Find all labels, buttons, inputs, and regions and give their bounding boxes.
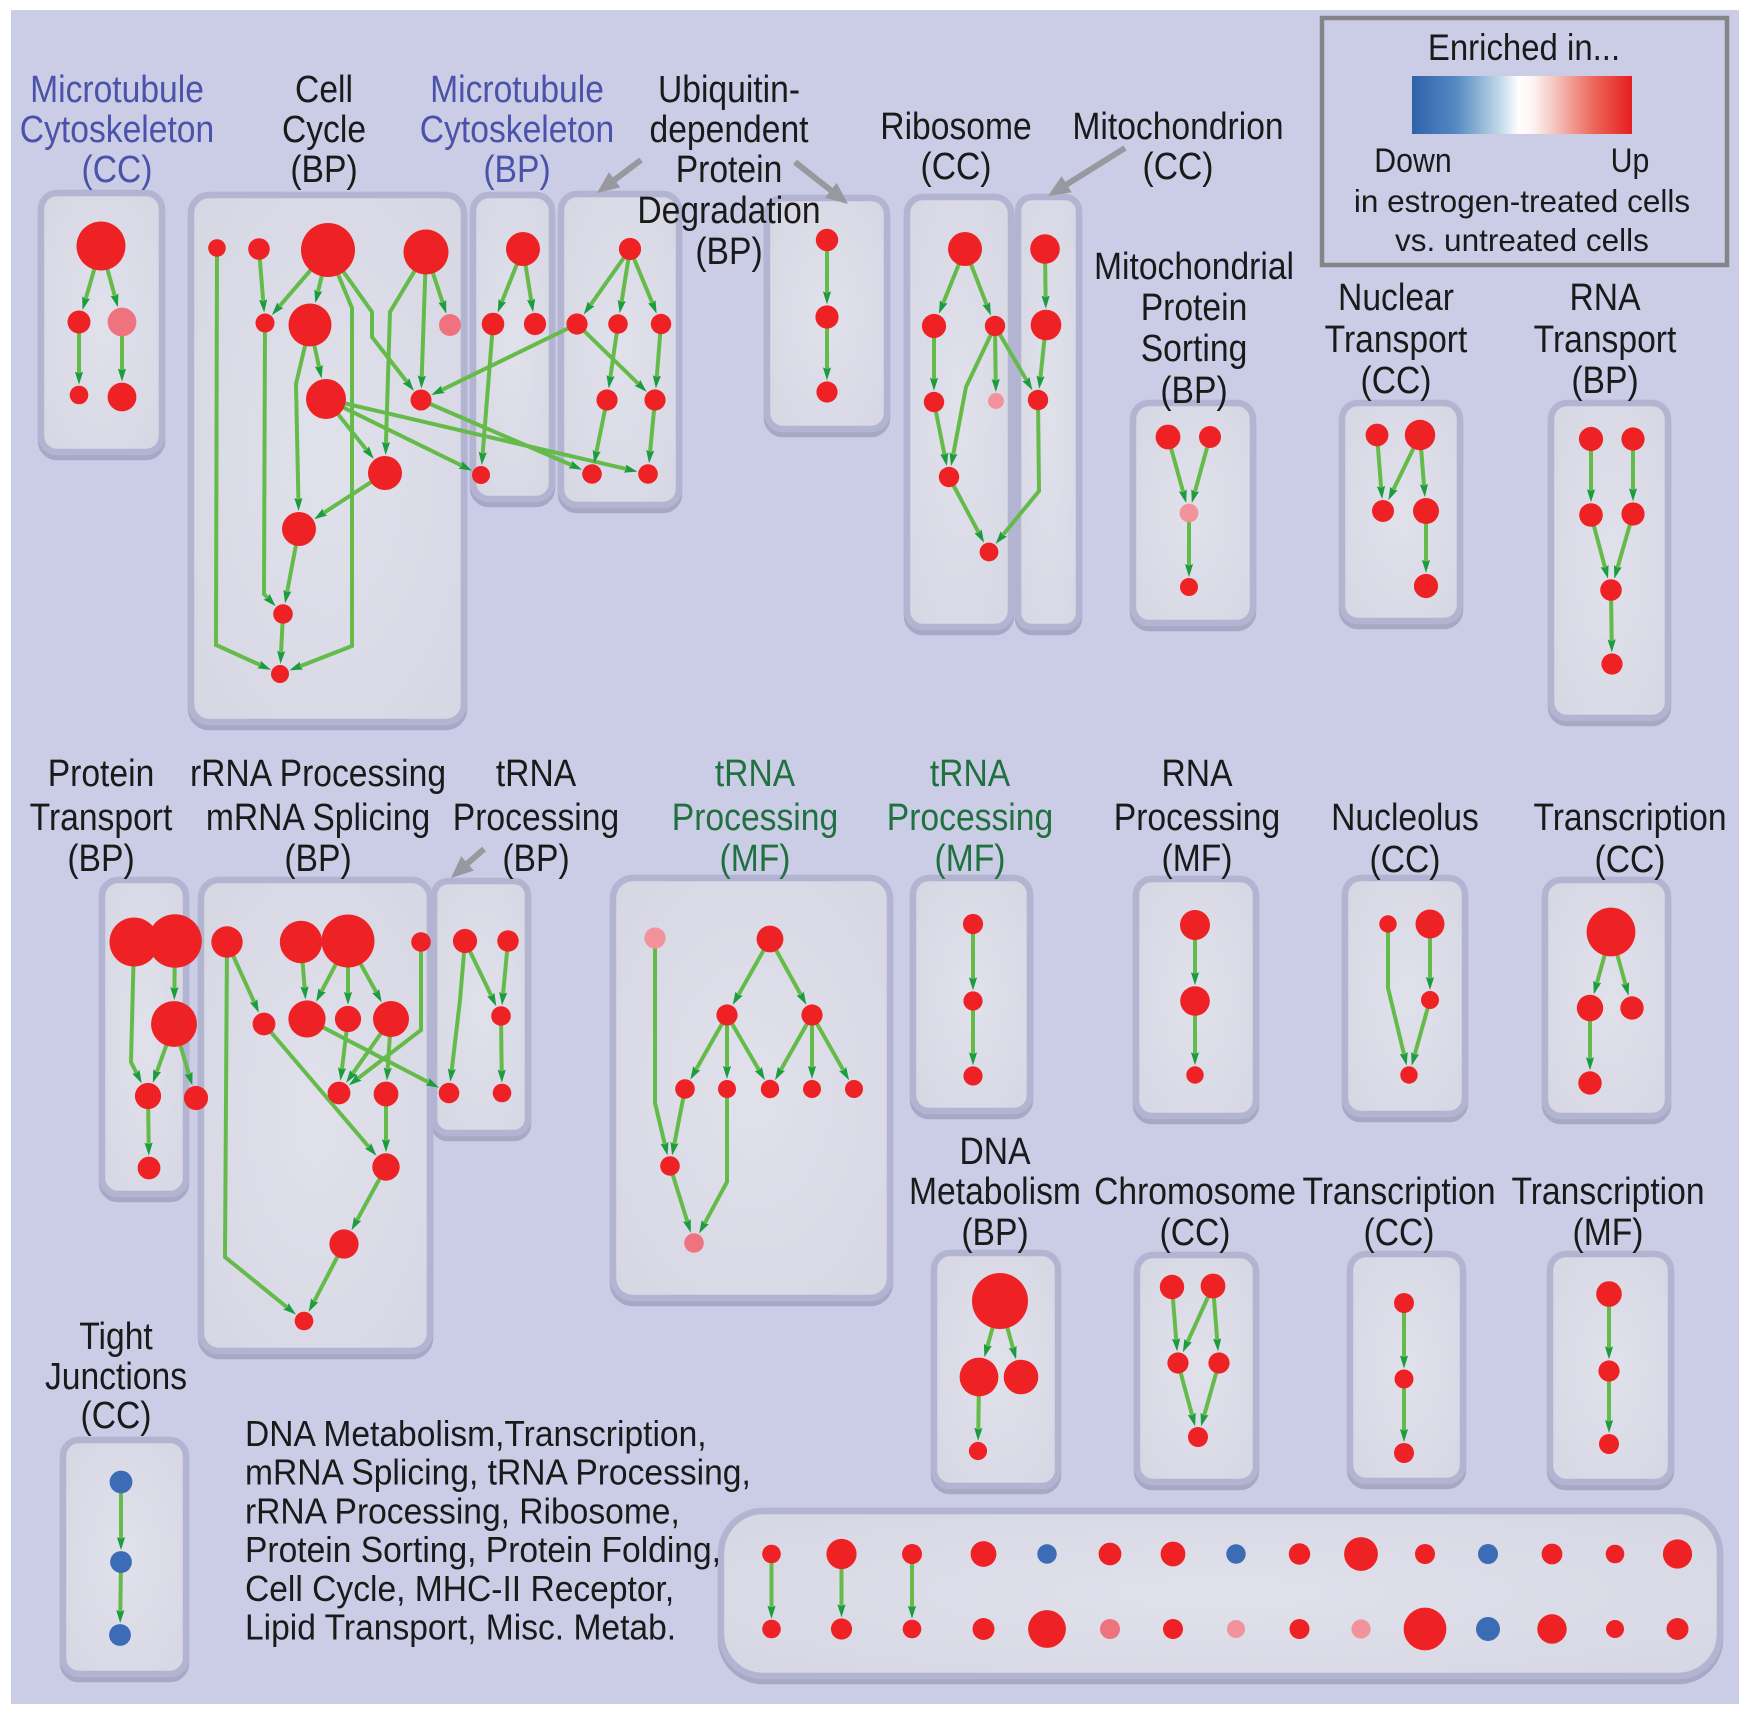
svg-text:Protein Sorting, Protein Foldi: Protein Sorting, Protein Folding, [245,1529,721,1570]
svg-text:Microtubule: Microtubule [30,69,204,111]
svg-text:Mitochondrial: Mitochondrial [1094,246,1294,288]
svg-text:Tight: Tight [79,1316,153,1358]
svg-text:(BP): (BP) [290,149,357,191]
svg-text:(CC): (CC) [1160,1212,1231,1254]
svg-text:Cell: Cell [295,69,353,111]
svg-text:Cytoskeleton: Cytoskeleton [420,109,614,151]
svg-text:DNA Metabolism,Transcription,: DNA Metabolism,Transcription, [245,1413,707,1454]
svg-text:Down: Down [1374,142,1451,180]
svg-text:Enriched in...: Enriched in... [1428,27,1620,68]
svg-text:Ribosome: Ribosome [880,106,1031,148]
svg-text:RNA: RNA [1570,277,1642,319]
svg-text:Microtubule: Microtubule [430,69,604,111]
svg-text:Ubiquitin-: Ubiquitin- [658,69,800,111]
svg-text:(MF): (MF) [1162,838,1233,880]
svg-text:(CC): (CC) [82,149,153,191]
svg-text:Mitochondrion: Mitochondrion [1072,106,1283,148]
svg-text:(CC): (CC) [1595,839,1666,881]
svg-text:DNA: DNA [960,1131,1032,1173]
svg-text:(BP): (BP) [1571,360,1638,402]
svg-text:(BP): (BP) [483,149,550,191]
svg-text:Processing: Processing [1114,797,1280,839]
svg-text:Transport: Transport [1325,319,1468,361]
svg-text:(CC): (CC) [1143,146,1214,188]
svg-text:in estrogen-treated cells: in estrogen-treated cells [1354,183,1690,219]
svg-text:Cycle: Cycle [282,109,366,151]
svg-text:(BP): (BP) [1160,370,1227,412]
svg-text:Cell Cycle, MHC-II Receptor,: Cell Cycle, MHC-II Receptor, [245,1568,674,1609]
svg-text:(CC): (CC) [1361,360,1432,402]
svg-text:(CC): (CC) [1364,1212,1435,1254]
svg-text:dependent: dependent [650,109,809,151]
svg-text:Nucleolus: Nucleolus [1331,797,1479,839]
svg-text:tRNA: tRNA [496,753,577,795]
svg-text:Chromosome: Chromosome [1094,1171,1296,1213]
svg-text:(CC): (CC) [921,146,992,188]
svg-text:(CC): (CC) [1370,839,1441,881]
svg-text:Transcription: Transcription [1511,1171,1704,1213]
svg-text:tRNA: tRNA [930,753,1011,795]
svg-text:Cytoskeleton: Cytoskeleton [20,109,214,151]
svg-text:mRNA Splicing: mRNA Splicing [206,797,430,839]
svg-text:Processing: Processing [453,797,619,839]
svg-text:Transcription: Transcription [1533,797,1726,839]
svg-text:RNA: RNA [1162,753,1234,795]
svg-text:(BP): (BP) [695,231,762,273]
svg-text:rRNA Processing: rRNA Processing [190,753,446,795]
svg-text:Processing: Processing [672,797,838,839]
svg-text:Protein: Protein [1141,287,1248,329]
svg-text:mRNA Splicing, tRNA Processing: mRNA Splicing, tRNA Processing, [245,1452,751,1493]
svg-text:Junctions: Junctions [45,1356,187,1398]
svg-text:tRNA: tRNA [715,753,796,795]
svg-text:Protein: Protein [48,753,155,795]
svg-text:Transcription: Transcription [1302,1171,1495,1213]
svg-text:vs. untreated cells: vs. untreated cells [1395,222,1649,258]
svg-text:Up: Up [1611,142,1650,180]
svg-text:(CC): (CC) [81,1395,152,1437]
svg-text:(BP): (BP) [284,838,351,880]
svg-text:(BP): (BP) [502,838,569,880]
svg-text:Degradation: Degradation [637,190,820,232]
svg-text:Sorting: Sorting [1141,328,1248,370]
svg-text:(BP): (BP) [67,838,134,880]
svg-text:(MF): (MF) [1573,1212,1644,1254]
svg-text:Metabolism: Metabolism [909,1171,1081,1213]
svg-text:(MF): (MF) [935,838,1006,880]
svg-text:Lipid Transport, Misc. Metab.: Lipid Transport, Misc. Metab. [245,1607,676,1648]
svg-text:rRNA Processing, Ribosome,: rRNA Processing, Ribosome, [245,1490,680,1531]
svg-text:Processing: Processing [887,797,1053,839]
svg-text:(BP): (BP) [961,1212,1028,1254]
svg-text:Transport: Transport [30,797,173,839]
svg-text:Protein: Protein [676,149,783,191]
svg-text:(MF): (MF) [720,838,791,880]
svg-text:Transport: Transport [1534,319,1677,361]
svg-text:Nuclear: Nuclear [1338,277,1454,319]
